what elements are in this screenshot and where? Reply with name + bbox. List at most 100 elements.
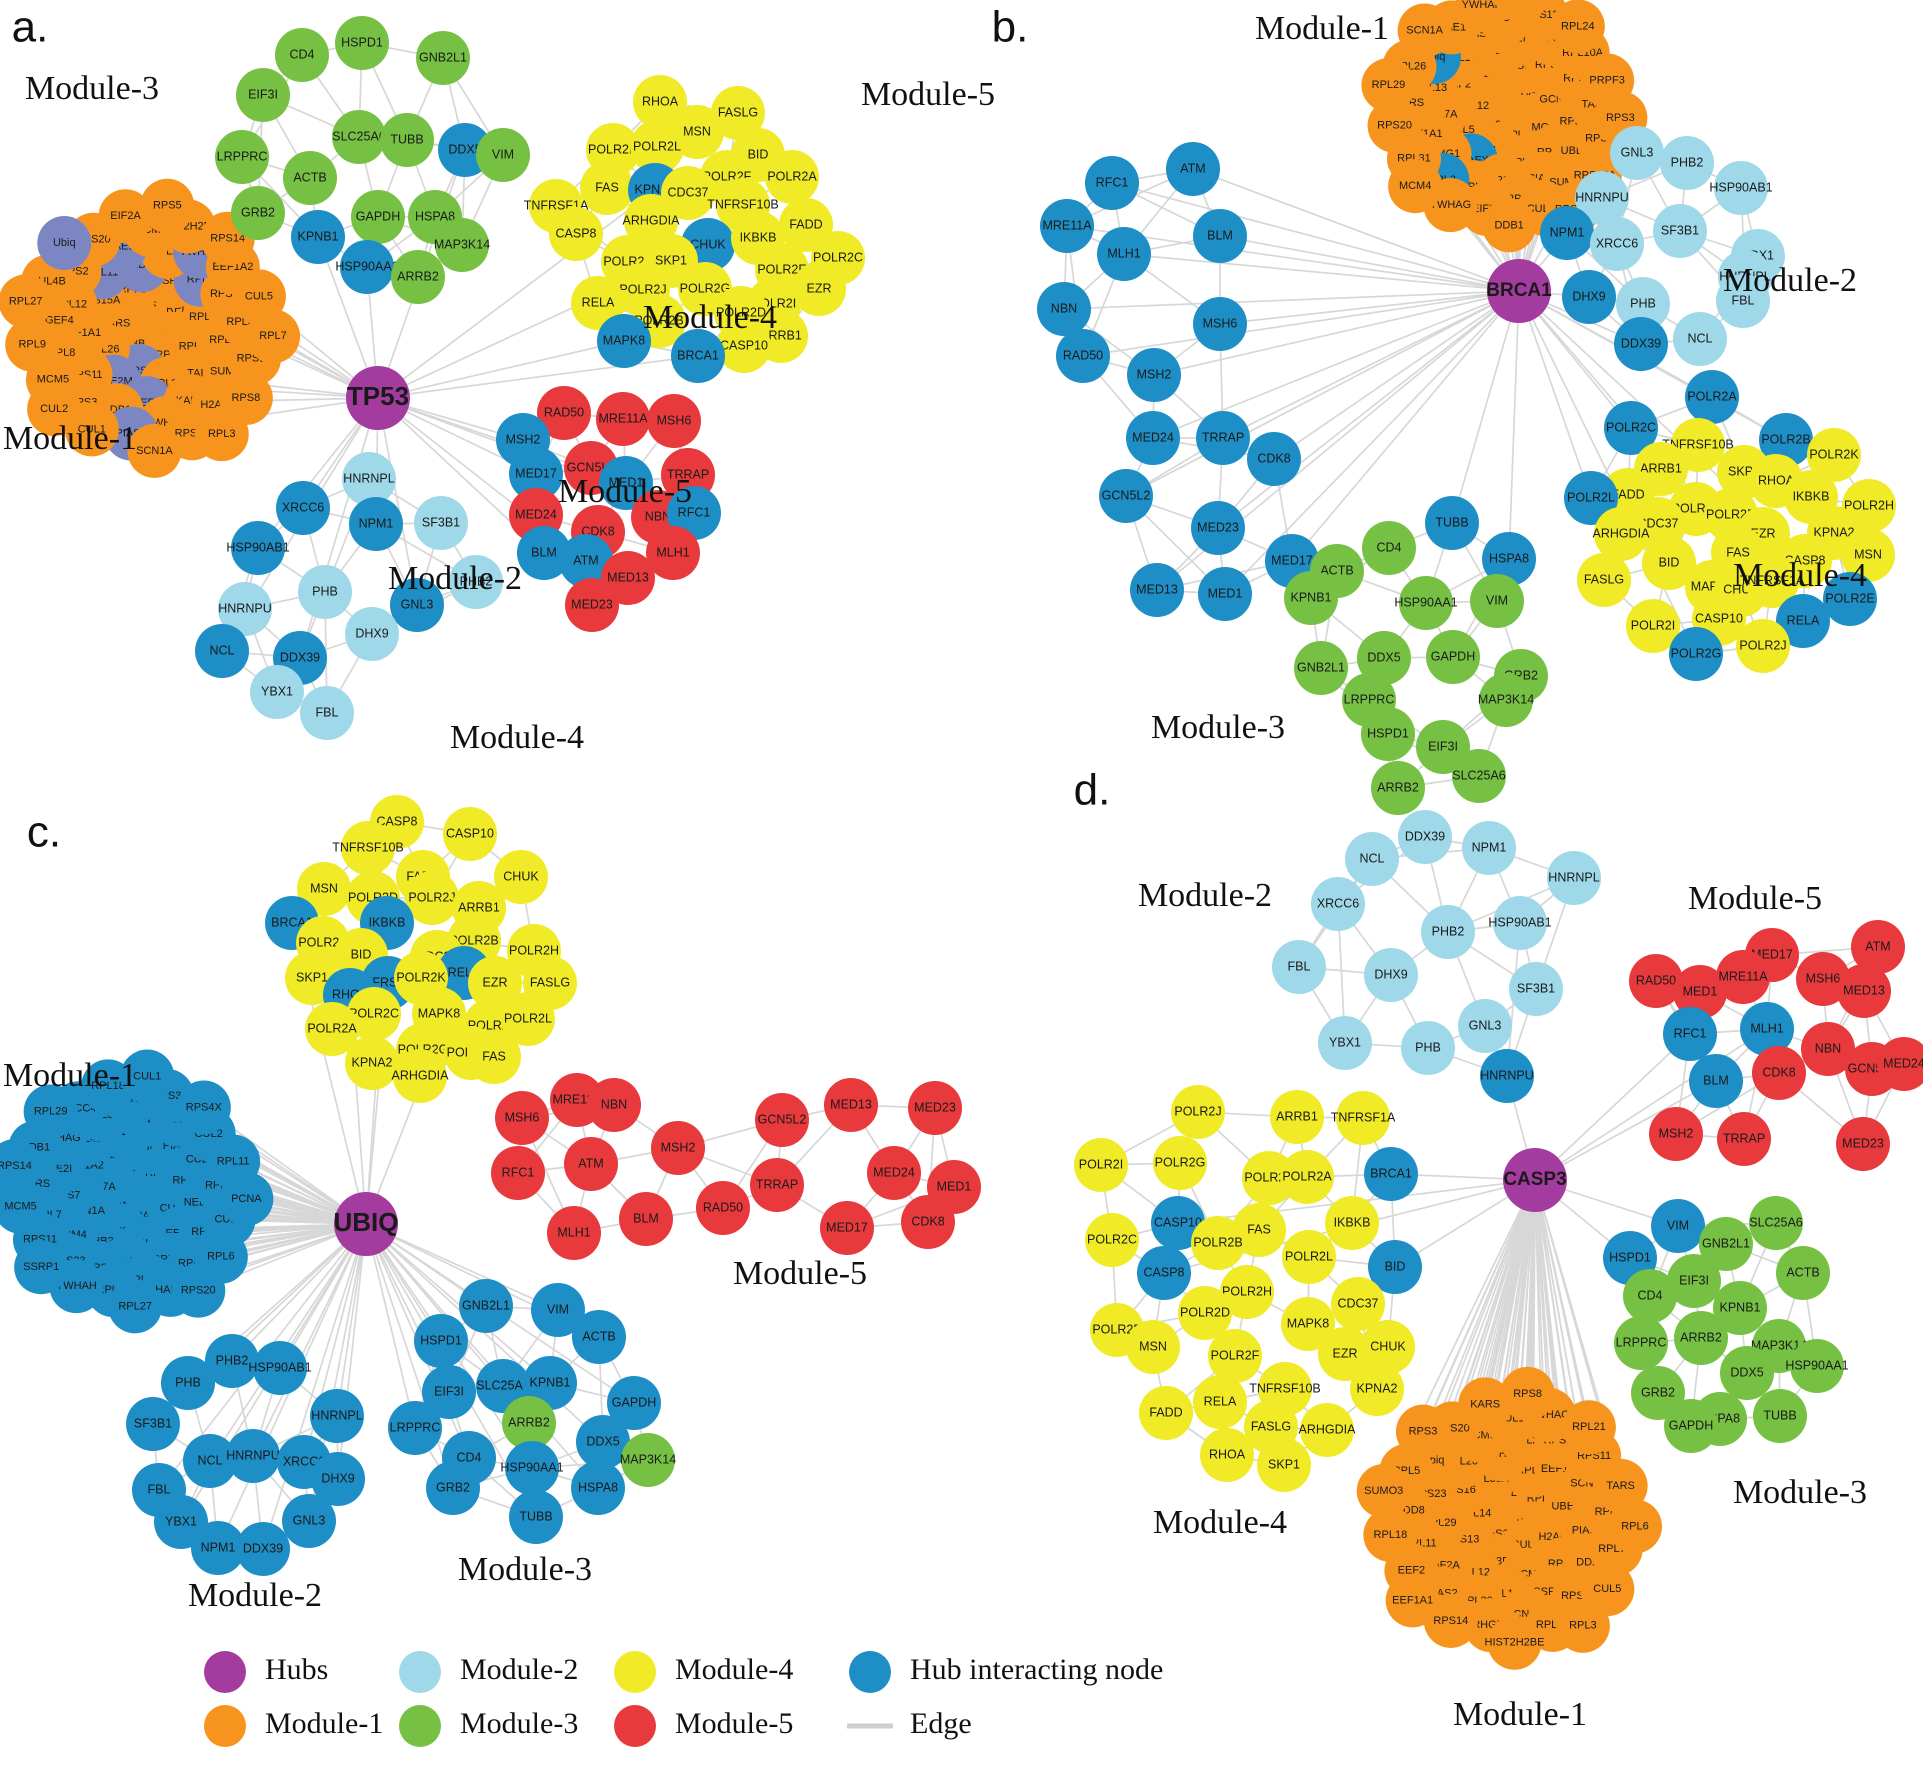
node-label: POLR2B — [1193, 1235, 1242, 1249]
node-MED1: MED1 — [1673, 965, 1727, 1019]
node-label: GNL3 — [1621, 145, 1654, 159]
node-label: YWHAH — [1462, 0, 1503, 11]
edge — [365, 1223, 454, 1489]
node-RAD50: RAD50 — [1629, 954, 1683, 1008]
node-label: KPNA2 — [1357, 1381, 1398, 1395]
node-RELA: RELA — [1193, 1375, 1247, 1429]
node-label: DDX39 — [1621, 336, 1661, 350]
node-circle — [1458, 999, 1512, 1053]
node-label: CASP10 — [1154, 1215, 1202, 1229]
node-label: DDX5 — [586, 1434, 619, 1448]
node-RPL9: RPL9 — [5, 317, 60, 372]
node-label: ARHGDIA — [623, 213, 681, 227]
node-VIM: VIM — [1470, 574, 1524, 628]
node-circle — [231, 186, 285, 240]
node-label: ARRB2 — [397, 269, 439, 283]
node-label: KARS — [1470, 1398, 1500, 1410]
node-label: NPM1 — [1472, 840, 1507, 854]
node-RPL27: RPL27 — [0, 274, 53, 329]
node-label: HNRNPL — [343, 471, 394, 485]
node-circle — [1480, 1049, 1534, 1103]
node-label: SKP1 — [655, 253, 687, 267]
node-label: SKP1 — [1268, 1457, 1300, 1471]
node-label: MED24 — [1883, 1056, 1923, 1070]
node-circle — [1590, 217, 1644, 271]
node-label: MSH2 — [1137, 367, 1172, 381]
node-POLR2K: POLR2K — [1807, 428, 1861, 482]
node-label: MED1 — [1683, 984, 1718, 998]
node-SLC25A6: SLC25A6 — [332, 110, 386, 164]
node-circle — [1401, 1021, 1455, 1075]
node-circle — [1841, 528, 1895, 582]
node-TNFRSF1A: TNFRSF1A — [1331, 1091, 1396, 1145]
node-label: MCM4 — [1399, 180, 1431, 192]
node-label: GAPDH — [356, 209, 400, 223]
node-label: BID — [351, 947, 372, 961]
node-RPL27: RPL27 — [108, 1279, 163, 1334]
edge — [1534, 1033, 1691, 1181]
node-circle — [1455, 0, 1510, 33]
node-GAPDH: GAPDH — [351, 190, 405, 244]
node-label: GNL3 — [293, 1513, 326, 1527]
node-circle — [1470, 574, 1524, 628]
node-label: RPL6 — [207, 1251, 235, 1263]
node-circle — [345, 607, 399, 661]
node-LRPPRC: LRPPRC — [1614, 1316, 1668, 1370]
module-label-module-1: Module-1 — [3, 420, 137, 457]
node-circle — [416, 31, 470, 85]
node-circle — [1220, 1265, 1274, 1319]
node-label: TNFRSF10B — [332, 840, 404, 854]
node-circle — [1667, 1254, 1721, 1308]
node-circle — [1139, 1386, 1193, 1440]
node-label: EZR — [807, 281, 832, 295]
node-label: NPM1 — [1550, 225, 1585, 239]
node-label: MSN — [1139, 1339, 1167, 1353]
legend-label: Module-1 — [265, 1707, 383, 1740]
node-label: CHUK — [1370, 1339, 1406, 1353]
node-circle — [491, 1146, 545, 1200]
node-circle — [717, 319, 771, 373]
node-label: ARRB1 — [1640, 461, 1682, 475]
node-label: EIF3I — [1428, 739, 1458, 753]
node-circle — [1395, 1404, 1450, 1459]
node-ATM: ATM — [1166, 142, 1220, 196]
edge — [1291, 290, 1520, 562]
node-circle — [1487, 1615, 1542, 1670]
node-RPS5: RPS5 — [140, 178, 195, 233]
node-circle — [1166, 142, 1220, 196]
node-label: FADD — [789, 217, 822, 231]
node-MLH1: MLH1 — [1740, 1002, 1794, 1056]
node-label: MLH1 — [1750, 1021, 1783, 1035]
node-label: HSP90AA1 — [1785, 1358, 1848, 1372]
node-circle — [1807, 428, 1861, 482]
panel-d: PRPF3RPS2RPL27CUL4ARPL14RPL23SF3B3RPL35A… — [1074, 766, 1923, 1733]
node-MAPK8: MAPK8 — [1281, 1297, 1335, 1351]
node-circle — [750, 1158, 804, 1212]
node-label: MED17 — [1271, 553, 1313, 567]
node-circle — [1745, 554, 1799, 608]
node-label: BLM — [531, 545, 557, 559]
node-POLR2J: POLR2J — [1736, 619, 1790, 673]
node-circle — [1462, 821, 1516, 875]
node-circle — [559, 534, 613, 588]
node-label: PHB — [1415, 1040, 1441, 1054]
node-label: FASLG — [1584, 572, 1624, 586]
node-label: HNRNPL — [1548, 870, 1599, 884]
node-GRB2: GRB2 — [1631, 1366, 1685, 1420]
node-circle — [1836, 1117, 1890, 1171]
node-POLR2J: POLR2J — [405, 871, 459, 925]
node-label: HNRNPU — [1480, 1068, 1533, 1082]
node-HNRNPU: HNRNPU — [1480, 1049, 1534, 1103]
node-label: MSH6 — [657, 413, 692, 427]
node-circle — [1629, 954, 1683, 1008]
edge — [1082, 290, 1520, 357]
node-HSP90AA1: HSP90AA1 — [1394, 576, 1458, 630]
edge — [1422, 1179, 1536, 1433]
node-MED23: MED23 — [565, 578, 619, 632]
node-TRRAP: TRRAP — [750, 1158, 804, 1212]
node-RHOA: RHOA — [633, 75, 687, 129]
node-DDX5: DDX5 — [576, 1415, 630, 1469]
node-label: HSP90AA1 — [1394, 595, 1457, 609]
hub-label: CASP3 — [1503, 1169, 1566, 1190]
node-BRCA1: BRCA1 — [1364, 1147, 1418, 1201]
